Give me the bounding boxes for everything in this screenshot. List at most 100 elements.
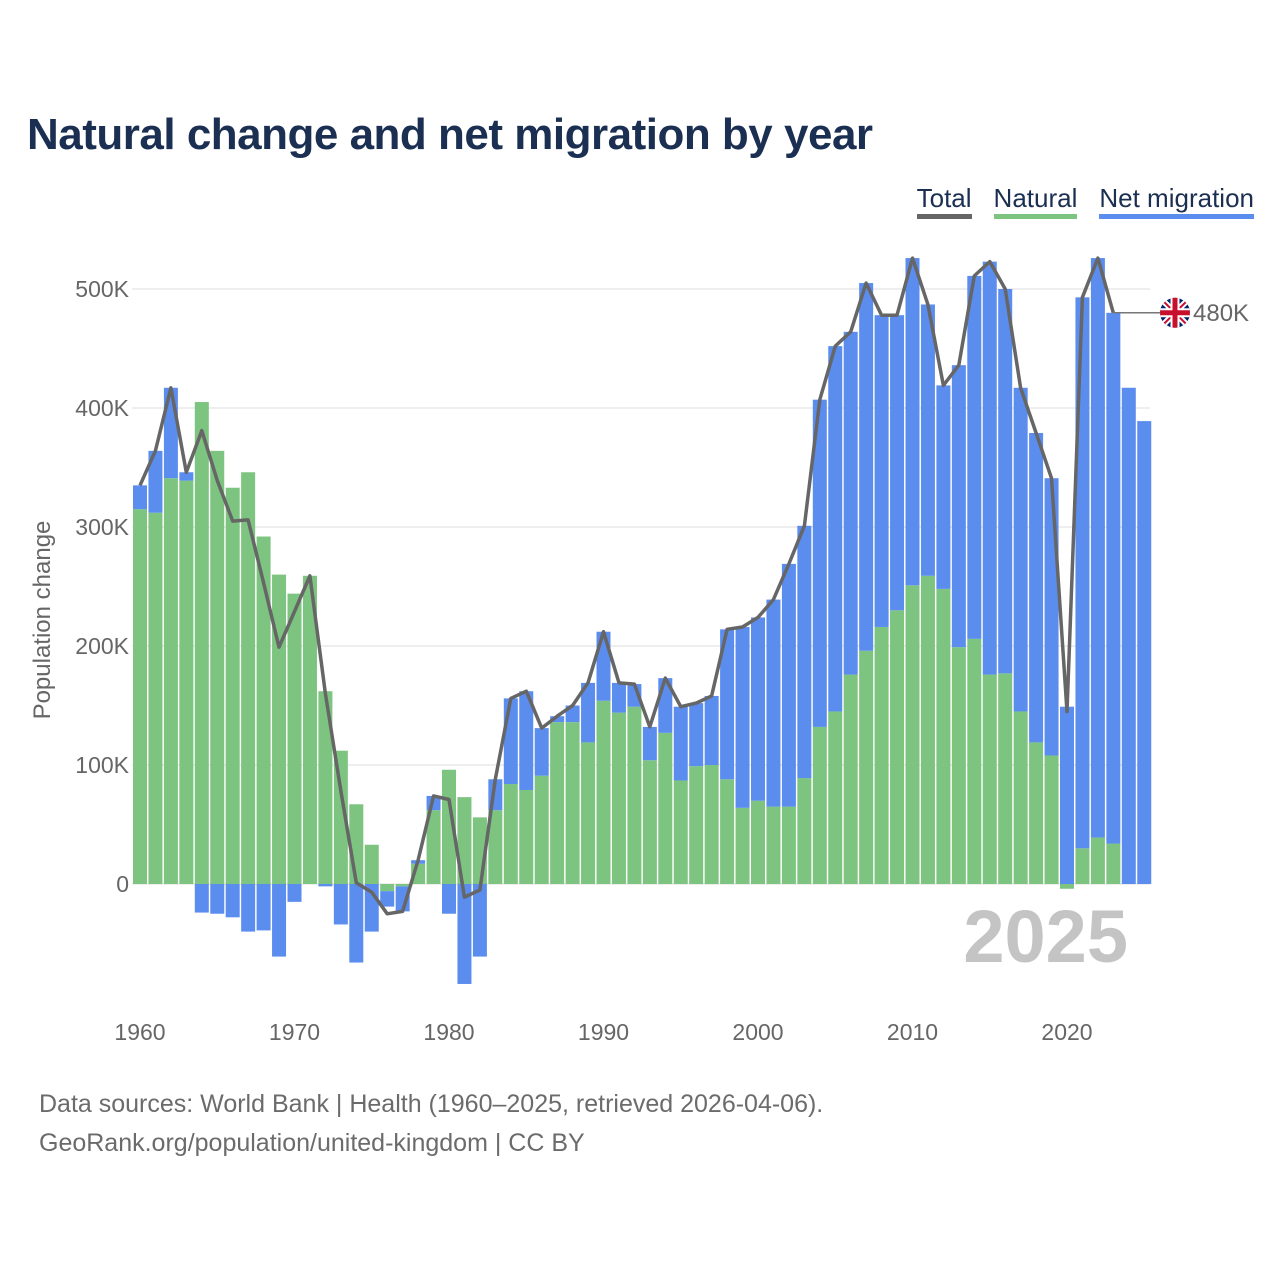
bar-natural [272,574,287,884]
legend: Total Natural Net migration [916,183,1254,219]
bar-net-migration [1060,706,1074,884]
bar-net-migration [920,304,935,576]
bar-natural [751,800,765,884]
bar-net-migration [951,365,966,648]
bar-net-migration [890,315,905,611]
bar-net-migration [194,884,209,913]
bar-net-migration [256,884,271,931]
bar-net-migration [1075,297,1090,849]
bar-natural [843,674,858,884]
x-tick-label: 1970 [269,1019,320,1045]
x-tick-label: 2010 [887,1019,938,1045]
bar-natural [673,780,688,884]
bar-net-migration [874,315,889,627]
bar-natural [550,722,565,884]
bar-natural [534,775,549,884]
bar-natural [781,806,796,884]
bar-natural [936,588,951,884]
bar-natural [565,722,580,884]
end-marker: 480K [1113,297,1249,328]
bar-natural [581,742,596,884]
bar-net-migration [1029,432,1044,743]
bar-natural [256,536,271,884]
bar-natural [426,810,441,884]
bar-net-migration [179,472,194,481]
total-line [138,256,1115,916]
bar-natural [828,711,843,884]
x-tick-label: 2000 [732,1019,783,1045]
bar-natural [287,593,302,884]
bar-net-migration [1137,421,1152,884]
bar-net-migration [1121,387,1136,884]
bar-natural [1075,848,1090,884]
y-tick-label: 0 [116,871,129,897]
bar-natural [1044,755,1059,884]
bar-net-migration [843,331,858,675]
bar-natural [457,797,472,884]
bar-net-migration [503,698,518,785]
bar-net-migration [781,563,796,807]
bar-natural [874,626,889,884]
bar-natural [210,450,225,884]
bar-net-migration [1090,258,1105,838]
bar-net-migration [812,399,827,727]
bar-natural [1029,742,1044,884]
bar-natural [611,712,626,884]
bar-net-migration [766,599,781,807]
bar-net-migration [735,626,750,808]
bar-natural [333,750,348,884]
bar-natural [163,478,178,884]
y-tick-label: 300K [75,514,129,540]
bar-natural [1060,884,1074,889]
bar-natural [519,789,534,884]
bar-natural [241,472,256,884]
credit-link[interactable]: GeoRank.org/population/united-kingdom | … [39,1129,585,1157]
x-tick-label: 1960 [114,1019,165,1045]
bar-natural [133,509,147,884]
bar-natural [920,575,935,884]
bar-natural [1013,711,1028,884]
bar-natural [642,760,657,884]
y-axis-label: Population change [29,521,56,720]
bar-net-migration [828,346,843,712]
bar-net-migration [797,525,812,779]
bar-net-migration [689,703,704,767]
bar-net-migration [673,706,688,781]
bar-natural [627,706,642,884]
bar-natural [225,487,240,884]
bar-net-migration [905,258,920,586]
bar-net-migration [210,884,225,914]
bar-net-migration [148,450,163,513]
data-sources: Data sources: World Bank | Health (1960–… [39,1090,824,1118]
legend-item-net-migration[interactable]: Net migration [1099,183,1254,219]
end-value-label: 480K [1193,300,1249,327]
bar-natural [364,844,379,884]
bar-net-migration [642,726,657,761]
bar-natural [735,807,750,884]
legend-item-total[interactable]: Total [916,183,972,219]
legend-item-natural[interactable]: Natural [993,183,1078,219]
bar-natural [704,765,719,884]
bar-net-migration [380,891,395,907]
bar-net-migration [704,695,719,765]
bar-natural [179,480,194,884]
bar-natural [905,585,920,884]
bar-net-migration [581,682,596,743]
bar-net-migration [998,289,1013,674]
x-tick-label: 2020 [1041,1019,1092,1045]
bar-natural [982,674,997,884]
bar-net-migration [472,884,487,957]
bar-net-migration [534,728,549,776]
bar-net-migration [967,275,982,639]
bars [133,258,1152,984]
bar-net-migration [272,884,287,957]
bar-natural [951,647,966,884]
bar-natural [148,512,163,884]
bar-net-migration [936,385,951,589]
bar-net-migration [859,283,874,651]
bar-net-migration [1044,478,1059,756]
bar-net-migration [720,629,735,780]
bar-natural [766,806,781,884]
y-tick-label: 400K [75,395,129,421]
